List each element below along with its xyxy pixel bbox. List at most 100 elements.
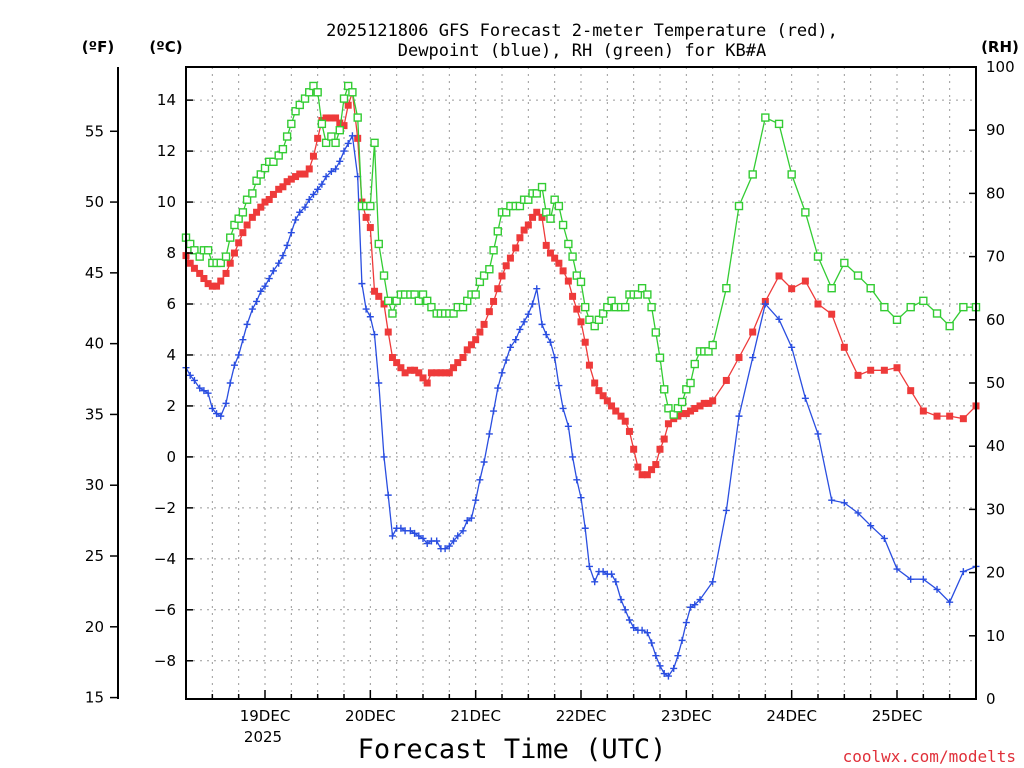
temperature-point <box>581 338 589 346</box>
rh-point <box>532 189 541 198</box>
rh-point <box>502 208 511 217</box>
dewpoint-point <box>314 185 322 193</box>
dewpoint-point <box>656 662 664 670</box>
rh-tick-label: 60 <box>986 311 1005 329</box>
rh-point <box>335 125 344 135</box>
temperature-point <box>196 269 204 277</box>
rh-point <box>479 271 489 280</box>
dewpoint-point <box>502 356 510 364</box>
dewpoint-point <box>498 369 506 377</box>
temperature-point <box>919 407 927 415</box>
temperature-point <box>222 269 230 277</box>
temperature-point <box>279 183 287 191</box>
temperature-point <box>625 427 633 435</box>
rh-point <box>673 404 683 413</box>
rh-point <box>278 144 288 154</box>
temperature-point <box>450 364 458 372</box>
x-tick-label: 20DEC <box>345 707 396 725</box>
dewpoint-point <box>516 325 524 333</box>
rh-tick-label: 30 <box>986 500 1005 518</box>
dewpoint-point <box>222 399 230 407</box>
dewpoint-point <box>520 318 528 326</box>
rh-point <box>252 176 261 185</box>
dewpoint-point <box>366 313 374 321</box>
series-layer <box>181 81 981 680</box>
temperature-point <box>775 272 783 280</box>
dewpoint-point <box>599 568 607 576</box>
dewpoint-point <box>577 494 585 502</box>
rh-point <box>840 258 849 268</box>
temperature-point <box>336 119 344 127</box>
rh-point <box>344 81 353 91</box>
temperature-point <box>354 134 362 142</box>
temperature-point <box>472 336 480 344</box>
dewpoint-point <box>253 297 261 305</box>
temperature-point <box>524 221 532 229</box>
dewpoint-point <box>445 542 453 550</box>
temperature-point <box>709 397 717 405</box>
c-tick-label: 6 <box>166 295 176 313</box>
temperature-point <box>204 280 212 288</box>
rh-point <box>203 246 213 255</box>
dewpoint-point <box>591 578 599 586</box>
temperature-point <box>467 341 475 349</box>
temperature-point <box>674 412 682 420</box>
rh-point <box>801 208 810 217</box>
temperature-point <box>880 366 888 374</box>
temperature-point <box>652 461 660 469</box>
dewpoint-point <box>660 670 668 678</box>
rh-point <box>576 277 586 287</box>
rh-point <box>309 81 318 91</box>
dewpoint-point <box>682 619 690 627</box>
temperature-point <box>485 308 493 316</box>
dewpoint-point <box>208 404 216 412</box>
rh-point <box>313 88 322 97</box>
temperature-series <box>182 88 980 479</box>
rh-point <box>242 195 252 204</box>
dewpoint-point <box>919 575 927 583</box>
rh-point <box>418 290 428 299</box>
rh-point <box>704 347 713 356</box>
rh-point <box>291 107 300 116</box>
x-tick-label: 23DEC <box>661 707 712 725</box>
dewpoint-point <box>309 190 317 198</box>
rh-point <box>515 201 525 211</box>
dewpoint-point <box>472 496 480 504</box>
dewpoint-point <box>569 453 577 461</box>
temperature-point <box>533 208 541 216</box>
rh-point <box>282 132 292 141</box>
temperature-point <box>564 277 572 285</box>
chart-title-line2: Dewpoint (blue), RH (green) for KB#A <box>398 41 766 61</box>
temperature-point <box>397 364 405 372</box>
dewpoint-point <box>775 315 783 323</box>
temperature-point <box>217 277 225 285</box>
temperature-point <box>555 259 563 267</box>
temperature-point <box>907 387 915 395</box>
dewpoint-point <box>670 664 678 672</box>
rh-point <box>195 252 204 261</box>
temperature-point <box>427 369 435 377</box>
temperature-point <box>411 366 419 374</box>
temperature-point <box>362 213 370 221</box>
dewpoint-series <box>182 132 980 680</box>
temperature-point <box>687 407 695 415</box>
temperature-point <box>498 272 506 280</box>
rh-point <box>558 220 568 230</box>
dewpoint-point <box>217 412 225 420</box>
dewpoint-point <box>529 300 537 308</box>
rh-point <box>427 302 436 312</box>
dewpoint-point <box>551 354 559 362</box>
rh-point <box>708 340 717 350</box>
rh-unit-label: (RH) <box>981 38 1019 56</box>
c-tick-label: −6 <box>154 601 176 619</box>
dewpoint-point <box>450 537 458 545</box>
temperature-point <box>612 407 620 415</box>
c-tick-label: 12 <box>157 142 176 160</box>
temperature-point <box>226 259 234 267</box>
rh-point <box>594 315 604 324</box>
temperature-point <box>476 328 484 336</box>
dewpoint-point <box>248 305 256 313</box>
dewpoint-point <box>463 517 471 525</box>
temperature-point <box>722 376 730 384</box>
rh-tick-label: 0 <box>986 690 996 708</box>
